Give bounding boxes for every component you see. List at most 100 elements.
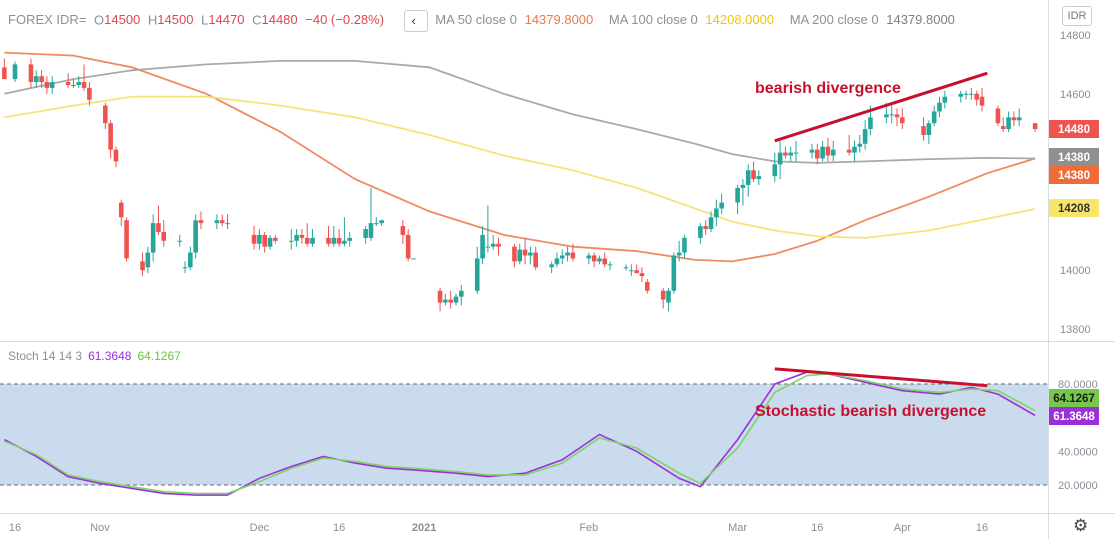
close-value: 14480 xyxy=(261,12,298,28)
candle-body xyxy=(33,76,39,83)
bearish-divergence-trendline xyxy=(774,71,988,143)
candle-body xyxy=(597,258,602,262)
stoch-d-tag-bg xyxy=(1049,389,1099,407)
ma100-label[interactable]: MA 100 close 0 xyxy=(608,12,698,28)
candle-body xyxy=(310,237,315,244)
candle-body xyxy=(140,261,145,271)
candle-body xyxy=(182,267,188,269)
ma50-label[interactable]: MA 50 close 0 xyxy=(435,12,517,28)
candle-body xyxy=(405,234,411,259)
candle-body xyxy=(969,93,974,95)
candle-body xyxy=(788,152,794,156)
price-tick-label: 14000 xyxy=(1060,265,1091,277)
candle-body xyxy=(267,237,273,247)
symbol-name[interactable]: FOREX IDR= xyxy=(8,12,87,28)
candle-body xyxy=(480,234,485,259)
candle-body xyxy=(868,117,873,130)
candle-body xyxy=(979,96,985,106)
candle-body xyxy=(150,223,156,253)
candle-body xyxy=(108,123,113,150)
time-tick-label: 2021 xyxy=(412,522,436,534)
gear-icon[interactable]: ⚙ xyxy=(1073,516,1089,535)
candle-body xyxy=(124,220,129,259)
candle-body xyxy=(740,184,746,188)
candle-body xyxy=(490,243,496,247)
candle-body xyxy=(602,258,608,265)
candle-body xyxy=(251,234,257,244)
stoch-d-tag: 64.1267 xyxy=(1053,393,1095,405)
ma50-value: 14379.8000 xyxy=(524,12,594,28)
candle-body xyxy=(894,114,900,118)
candle-body xyxy=(974,93,979,100)
candle-body xyxy=(214,220,220,224)
time-tick-label: 16 xyxy=(811,522,823,534)
stoch-d-line xyxy=(4,373,1036,495)
low-value: 14470 xyxy=(208,12,245,28)
candle-body xyxy=(336,237,342,244)
candle-body xyxy=(963,93,969,95)
candle-body xyxy=(257,234,262,244)
candle-body xyxy=(676,252,682,256)
ma200-label[interactable]: MA 200 close 0 xyxy=(789,12,879,28)
ma200-value: 14379.8000 xyxy=(886,12,955,28)
high-label: H xyxy=(147,12,158,28)
stoch-label[interactable]: Stoch 14 14 3 xyxy=(8,349,83,363)
candle-body xyxy=(44,82,50,88)
candle-body xyxy=(485,246,491,248)
low-label: L xyxy=(201,12,209,28)
candle-body xyxy=(437,290,443,303)
candle-body xyxy=(528,252,533,256)
candle-body xyxy=(12,64,18,80)
candle-body xyxy=(188,252,193,268)
last-price-tag: 14480 xyxy=(1058,124,1090,136)
candle-body xyxy=(783,152,788,156)
collapse-legend-button[interactable]: ‹ xyxy=(403,10,428,32)
candle-body xyxy=(756,176,762,180)
candle-body xyxy=(496,243,501,247)
ma50-line xyxy=(4,51,1036,263)
stoch-d-value: 64.1267 xyxy=(137,349,181,363)
candle-body xyxy=(698,226,703,238)
candle-body xyxy=(623,267,629,269)
ma100-line xyxy=(4,95,1036,239)
candle-body xyxy=(145,252,151,268)
candle-body xyxy=(559,255,565,259)
candle-body xyxy=(719,202,724,209)
ma200-price-tag: 14380 xyxy=(1058,152,1090,164)
stoch-band xyxy=(0,384,1048,485)
candle-body xyxy=(1016,117,1022,121)
candle-body xyxy=(889,114,894,116)
candle-body xyxy=(161,231,167,241)
candle-body xyxy=(379,220,384,224)
candle-body xyxy=(342,240,347,244)
currency-button[interactable]: IDR xyxy=(1062,6,1092,26)
candle-body xyxy=(825,146,831,156)
candle-body xyxy=(512,246,517,262)
candle-body xyxy=(443,299,448,303)
candle-body xyxy=(28,64,34,83)
candle-body xyxy=(830,149,836,156)
candle-body xyxy=(273,237,278,241)
stoch-k-tag-bg xyxy=(1049,407,1099,425)
stoch-divergence-label: Stochastic bearish divergence xyxy=(755,403,986,420)
price-tick-label: 13800 xyxy=(1060,324,1091,336)
candle-body xyxy=(81,82,87,88)
candle-body xyxy=(1006,117,1011,130)
candle-body xyxy=(225,223,230,225)
candle-body xyxy=(745,170,751,185)
candle-body xyxy=(634,270,639,274)
candle-body xyxy=(703,226,709,230)
candle-body xyxy=(937,102,942,112)
ma50-price-tag: 14380 xyxy=(1058,170,1090,182)
candle-body xyxy=(103,105,108,124)
candle-body xyxy=(714,208,719,218)
stoch-legend: Stoch 14 14 3 61.3648 64.1267 xyxy=(8,349,181,363)
candle-body xyxy=(644,281,650,291)
stoch-divergence-trendline xyxy=(774,367,988,388)
price-tick-label: 14800 xyxy=(1060,30,1091,42)
candle-body xyxy=(958,93,964,97)
candle-body xyxy=(373,223,379,225)
bearish-divergence-label: bearish divergence xyxy=(755,80,901,97)
candle-body xyxy=(846,149,852,153)
